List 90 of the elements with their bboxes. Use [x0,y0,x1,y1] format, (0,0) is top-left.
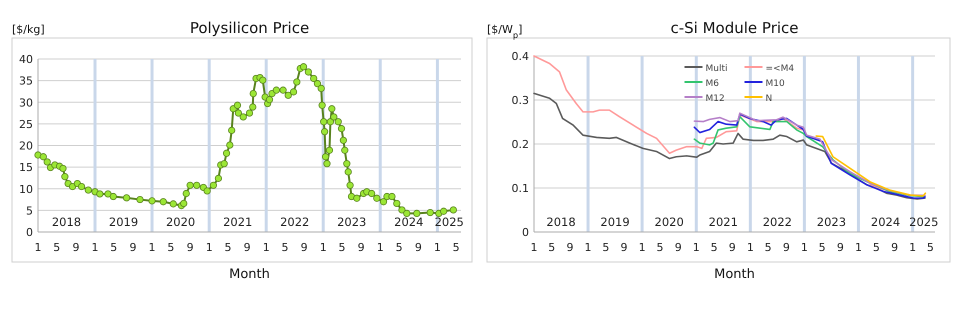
y-tick-label: 35 [19,74,33,88]
annotation: 2019 [600,215,630,229]
x-tick-label: 1 [692,241,700,254]
annotation: 2022 [762,215,792,229]
x-tick-label: 5 [53,241,60,254]
x-tick-label: 9 [300,241,308,254]
legend-label: Multi [706,64,728,74]
legend-label: M6 [706,79,720,89]
chart-title: c-Si Module Price [670,19,799,37]
annotation: 2025 [434,215,464,229]
x-tick-label: 5 [338,241,346,254]
x-tick-label: 5 [926,241,934,254]
x-tick-label: 5 [602,241,610,254]
x-axis-title: Month [229,267,270,282]
x-tick-label: 9 [129,241,136,254]
x-tick-label: 1 [206,241,213,254]
annotation: 2021 [708,215,738,229]
x-tick-label: 9 [836,241,844,254]
x-tick-label: 5 [818,241,826,254]
x-tick-label: 9 [414,241,422,254]
y-tick-label: 0.4 [512,50,529,63]
x-tick-label: 9 [674,241,682,254]
x-axis-title: Month [714,267,755,282]
x-tick-label: 5 [656,241,664,254]
annotation: 2024 [870,215,900,229]
annotation: 2025 [909,215,938,229]
annotation: 2021 [223,215,252,229]
chart-title: Polysilicon Price [190,19,310,37]
x-tick-label: 1 [376,241,384,254]
y-tick-label: 0.1 [512,182,529,195]
y-tick-label: 25 [19,118,33,131]
x-tick-label: 9 [244,241,251,254]
legend-label: M10 [766,79,785,89]
annotation: 2020 [654,215,684,229]
y-tick-label: 15 [19,161,33,174]
x-tick-label: 9 [891,241,898,254]
y-axis-title: [$/W$_{p}$] [487,23,522,40]
x-tick-label: 1 [262,241,270,254]
x-tick-label: 9 [620,241,628,254]
x-tick-label: 1 [638,241,646,254]
y-tick-label: 40 [19,53,33,66]
x-tick-label: 1 [746,241,754,254]
x-tick-label: 1 [148,241,156,254]
x-tick-label: 1 [800,241,808,254]
legend-label: M12 [706,94,725,104]
x-tick-label: 1 [530,241,538,254]
legend-label: =<M4 [766,64,794,74]
x-tick-label: 9 [728,241,736,254]
x-tick-label: 5 [167,241,174,254]
annotation: 2018 [546,215,576,229]
annotation: 2020 [166,215,196,229]
x-tick-label: 1 [909,241,916,254]
annotation: 2024 [394,215,424,229]
x-tick-label: 9 [782,241,790,254]
y-tick-label: 0.2 [512,138,529,151]
x-tick-label: 9 [566,241,574,254]
x-tick-label: 5 [452,241,460,254]
x-tick-label: 5 [548,241,556,254]
y-tick-label: 30 [19,96,33,110]
x-tick-label: 5 [764,241,772,254]
x-tick-label: 5 [110,241,118,254]
x-tick-label: 9 [358,241,365,254]
line-series [533,92,926,200]
annotation: 2022 [280,215,310,229]
y-tick-label: 0 [26,226,33,239]
y-tick-label: 0 [522,226,529,239]
x-tick-label: 1 [34,241,42,254]
y-tick-label: 10 [19,182,33,196]
x-tick-label: 5 [281,241,288,254]
x-tick-label: 1 [320,241,327,254]
x-tick-label: 5 [872,241,880,254]
x-tick-label: 1 [92,241,99,254]
x-tick-label: 9 [72,241,80,254]
x-tick-label: 5 [710,241,718,254]
annotation: 2023 [337,215,366,229]
legend-label: N [766,94,772,104]
x-tick-label: 1 [584,241,592,254]
x-tick-label: 5 [396,241,403,254]
y-tick-label: 20 [19,140,33,152]
x-tick-label: 1 [434,241,441,254]
y-tick-label: 0.3 [512,94,529,107]
line-series [815,135,926,197]
x-tick-label: 1 [854,241,862,254]
y-tick-label: 5 [26,204,33,218]
y-axis-title: [$/kg] [12,23,45,36]
annotation: 2023 [816,215,846,229]
annotation: 2018 [52,215,82,229]
x-tick-label: 5 [224,241,232,254]
annotation: 2019 [108,215,138,229]
x-tick-label: 9 [186,241,194,254]
